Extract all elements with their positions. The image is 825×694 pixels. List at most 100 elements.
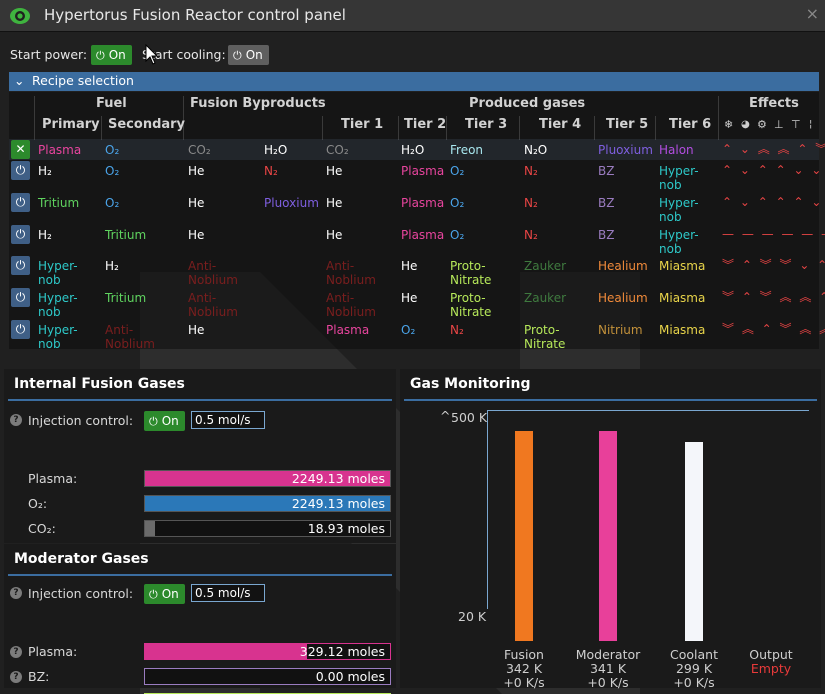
cell-tier5: BZ xyxy=(598,196,615,210)
internal-injection-toggle[interactable]: ⏻ On xyxy=(144,411,185,431)
gas-amount-value: 2249.13 moles xyxy=(291,496,385,511)
monitor-column-rate: +0 K/s xyxy=(503,675,545,690)
cell-secondary: Tritium xyxy=(105,228,147,242)
temperature-bar-fusion xyxy=(515,431,533,641)
cell-tier5: Healium xyxy=(598,259,648,273)
cell-tier1: He xyxy=(326,164,343,178)
cell-byproduct1: CO₂ xyxy=(188,143,211,157)
selected-recipe-button[interactable]: ✕ xyxy=(11,140,30,159)
help-icon[interactable]: ? xyxy=(10,587,22,599)
effects-icons: ❄ ◕ ⚙ ⊥ ⊤ ¦ xyxy=(722,118,822,132)
recipe-row[interactable]: ⏻ Hyper- nob Tritium Anti- Noblium Anti- Nob… xyxy=(9,287,825,319)
select-recipe-button[interactable]: ⏻ xyxy=(11,256,30,275)
cell-tier5: Pluoxium xyxy=(598,143,653,157)
monitor-column-temp: 342 K xyxy=(505,661,543,676)
title-bar[interactable]: Hypertorus Fusion Reactor control panel … xyxy=(0,0,825,32)
recipe-row[interactable]: ⏻ H₂ Tritium He He Plasma O₂ N₂ BZ Hyper- nob — — … xyxy=(9,224,825,256)
mouse-cursor-icon xyxy=(145,44,159,65)
cell-primary: Hyper- nob xyxy=(38,323,78,351)
start-power-label: Start power: xyxy=(10,47,88,62)
recipe-row[interactable]: ⏻ H₂ O₂ He N₂ He Plasma O₂ N₂ BZ Hyper- nob ⌃ ⌄ ⌃ ⌃… xyxy=(9,160,821,192)
cell-tier5: Healium xyxy=(598,291,648,305)
injection-control-label: Injection control: xyxy=(28,586,134,601)
cell-tier2: Plasma xyxy=(401,164,445,178)
moderator-injection-rate-input[interactable]: 0.5 mol/s xyxy=(191,584,265,602)
power-icon: ⏻ xyxy=(149,415,158,428)
select-recipe-button[interactable]: ⏻ xyxy=(11,288,30,307)
cell-secondary: O₂ xyxy=(105,164,120,178)
gas-label: Plasma: xyxy=(28,644,78,659)
cell-tier6: Miasma xyxy=(659,259,706,273)
moderator-title: Moderator Gases xyxy=(14,551,149,567)
close-icon[interactable]: × xyxy=(805,4,819,23)
cell-secondary: Tritium xyxy=(105,291,147,305)
select-recipe-button[interactable]: ⏻ xyxy=(11,225,30,244)
injection-control-label: Injection control: xyxy=(28,413,134,428)
monitor-column-name: Fusion xyxy=(504,647,544,662)
monitor-column-temp: 299 K xyxy=(675,661,713,676)
temperature-bar-moderator xyxy=(599,431,617,641)
select-recipe-button[interactable]: ⏻ xyxy=(11,320,30,339)
effects-arrows: ⌃ ⌄ ⌃ ⌃ ⌄ ⌄ xyxy=(722,163,824,177)
header-fuel: Fuel xyxy=(96,96,127,111)
gas-amount-bar: 0.00 moles xyxy=(144,668,391,685)
cell-tier4: N₂ xyxy=(524,196,538,210)
internal-fusion-panel: Internal Fusion Gases ? Injection contro… xyxy=(4,369,396,562)
effects-arrows: ︾ ⌃ ︾ ︾ ⌄ ⌃ xyxy=(722,258,825,272)
cell-tier4: N₂ xyxy=(524,164,538,178)
chevron-up-icon[interactable]: ^ xyxy=(440,408,451,423)
recipe-row[interactable]: ✕ Plasma O₂ CO₂ H₂O CO₂ H₂O Freon N₂O Pluoxium Hal… xyxy=(9,139,825,160)
cell-byproduct1: He xyxy=(188,164,205,178)
monitor-column-name: Output xyxy=(749,647,793,662)
moderator-panel: Moderator Gases ? Injection control: ⏻ On… xyxy=(4,544,396,694)
cell-tier3: Proto- Nitrate xyxy=(450,291,492,319)
fire-icon: ◕ xyxy=(741,119,750,130)
gas-amount-value: 2249.13 moles xyxy=(291,471,385,486)
recipe-selection-header[interactable]: ⌄ Recipe selection xyxy=(9,72,819,91)
y-top-label: 500 K xyxy=(451,410,488,425)
up-arrow-icon: ⊤ xyxy=(791,118,801,131)
gear-icon: ⚙ xyxy=(757,118,767,131)
cell-primary: Hyper- nob xyxy=(38,259,78,287)
cell-primary: Hyper- nob xyxy=(38,291,78,319)
start-power-toggle[interactable]: ⏻ On xyxy=(91,45,132,65)
gas-label: BZ: xyxy=(28,669,50,684)
window-title: Hypertorus Fusion Reactor control panel xyxy=(44,6,346,24)
header-produced-gases: Produced gases xyxy=(469,96,586,111)
help-icon[interactable]: ? xyxy=(10,671,22,683)
temperature-bar-coolant xyxy=(685,442,703,641)
snowflake-icon: ❄ xyxy=(724,118,734,131)
chevron-down-icon: ⌄ xyxy=(14,73,25,88)
cell-tier3: Freon xyxy=(450,143,484,157)
gas-amount-value: 0.00 moles xyxy=(315,669,385,684)
cell-tier1: He xyxy=(326,228,343,242)
header-tier4: Tier 4 xyxy=(539,117,582,132)
effects-arrows: ︾ ︽ ⌃ ︾ ︽ ︽ xyxy=(722,322,825,336)
moderator-injection-toggle[interactable]: ⏻ On xyxy=(144,584,185,604)
cell-secondary: O₂ xyxy=(105,143,120,157)
monitor-column-name: Coolant xyxy=(670,647,718,662)
recipe-row[interactable]: ⏻ Tritium O₂ He Pluoxium He Plasma O₂ N₂ BZ Hyper-… xyxy=(9,192,821,224)
cell-tier3: Proto- Nitrate xyxy=(450,259,492,287)
help-icon[interactable]: ? xyxy=(10,414,22,426)
header-primary: Primary xyxy=(42,117,100,132)
recipe-row[interactable]: ⏻ Hyper- nob Anti- Noblium He Plasma O₂ N₂ Prot… xyxy=(9,319,825,351)
cell-byproduct2: N₂ xyxy=(264,164,278,178)
start-cooling-toggle[interactable]: ⏻ On xyxy=(228,45,269,65)
recipe-row[interactable]: ⏻ Hyper- nob H₂ Anti- Noblium Anti- Noblium H… xyxy=(9,255,825,287)
monitor-column-temp: Empty xyxy=(750,661,792,676)
select-recipe-button[interactable]: ⏻ xyxy=(11,161,30,180)
power-icon: ⏻ xyxy=(233,49,242,62)
effects-arrows: ︾ ⌃ ︾ ︽ ︽ ⌃ xyxy=(722,290,825,304)
help-icon[interactable]: ? xyxy=(10,646,22,658)
internal-injection-rate-input[interactable]: 0.5 mol/s xyxy=(191,411,265,429)
select-recipe-button[interactable]: ⏻ xyxy=(11,193,30,212)
gas-amount-fill xyxy=(145,496,390,511)
cell-tier4: N₂ xyxy=(524,228,538,242)
gas-amount-value: 18.93 moles xyxy=(307,521,385,536)
cell-tier5: BZ xyxy=(598,228,615,242)
gas-amount-fill xyxy=(145,471,390,486)
header-tier6: Tier 6 xyxy=(669,117,712,132)
cell-tier2: Plasma xyxy=(401,196,445,210)
header-tier1: Tier 1 xyxy=(341,117,384,132)
